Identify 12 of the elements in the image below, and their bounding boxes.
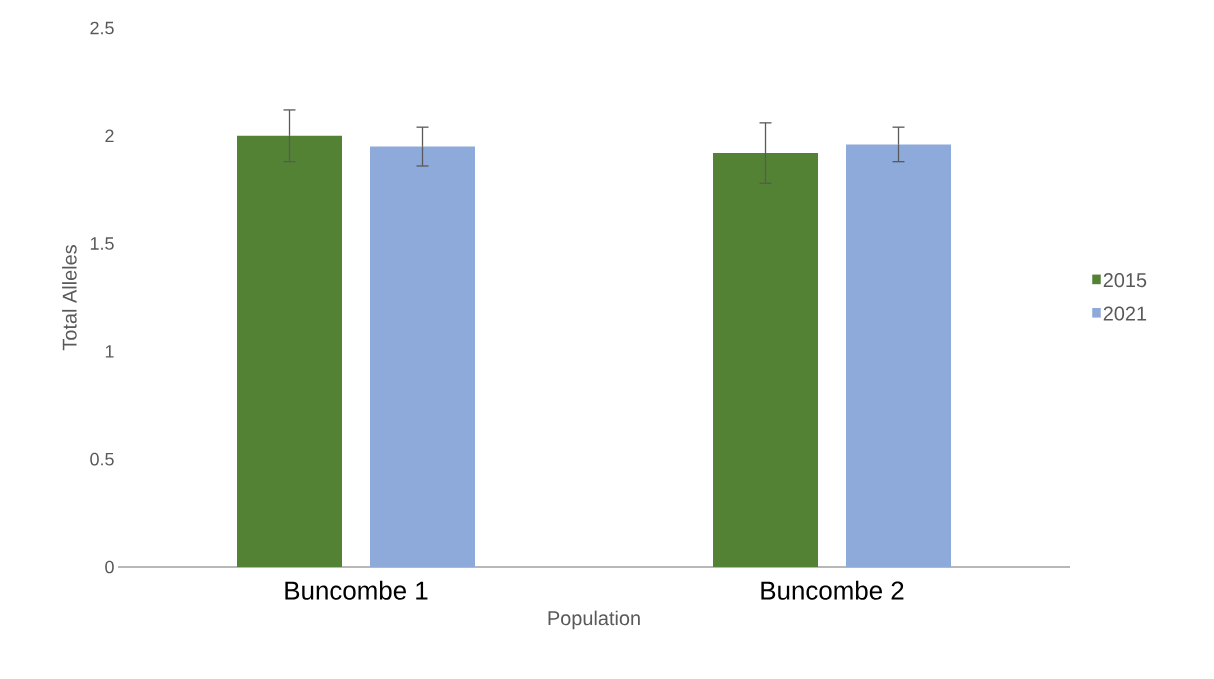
y-tick-label: 1.5 [90, 237, 114, 250]
legend-label: 2015 [1103, 273, 1147, 288]
y-tick-label: 2.5 [90, 21, 114, 35]
y-tick-label: 0.5 [90, 452, 114, 466]
y-tick-label: 1 [105, 345, 114, 358]
x-tick-label: Buncombe 2 [761, 580, 904, 600]
y-tick-label: 0 [105, 560, 114, 574]
legend-label: 2021 [1103, 306, 1147, 321]
y-tick-label: 2 [105, 129, 114, 143]
y-axis-title: Total Alleles [62, 245, 77, 351]
x-tick-label: Buncombe 1 [285, 580, 428, 600]
x-axis-title: Population [548, 610, 640, 630]
